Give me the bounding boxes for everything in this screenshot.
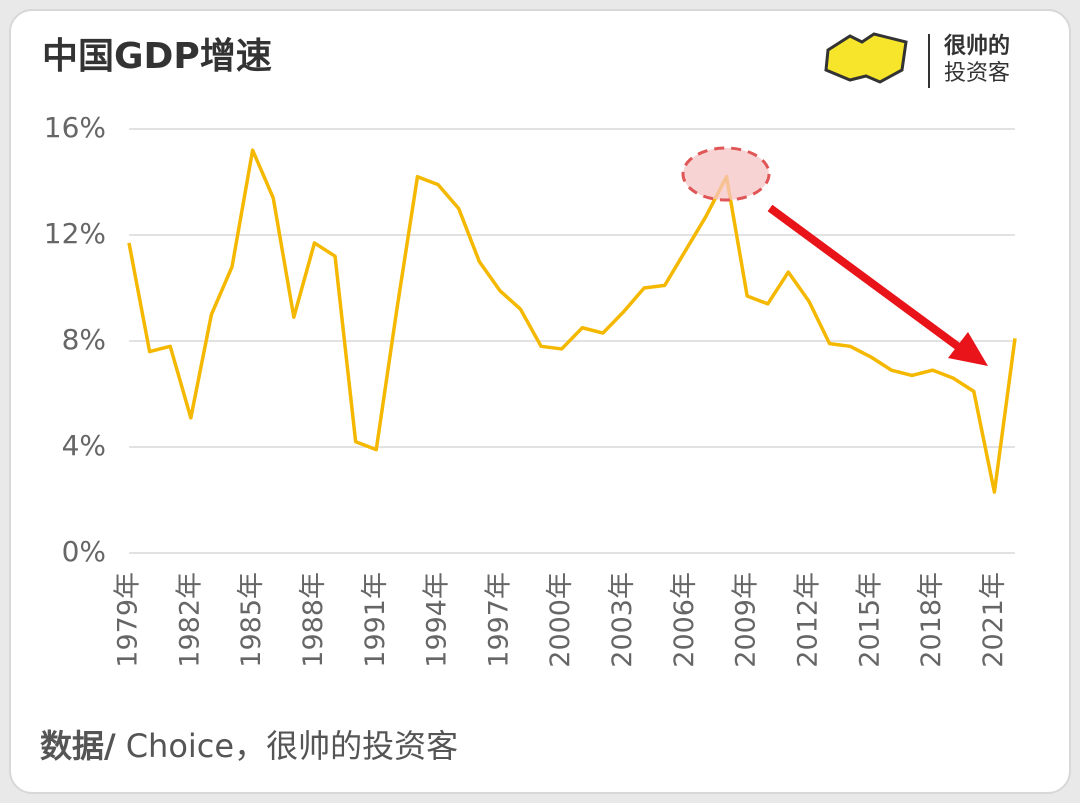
trend-arrow [767, 204, 988, 366]
chart-title: 中国GDP增速 [42, 36, 272, 77]
x-tick-label: 1994年 [422, 572, 453, 668]
x-tick-label: 2021年 [978, 572, 1009, 668]
x-tick-label: 1997年 [483, 572, 514, 668]
x-tick-label: 2018年 [916, 572, 947, 668]
brand-line: 很帅的 [944, 33, 1010, 59]
x-tick-label: 1982年 [174, 572, 205, 668]
y-tick-label: 4% [62, 429, 106, 462]
x-tick-label: 2015年 [854, 572, 885, 668]
card [9, 9, 1071, 794]
x-tick-label: 1979年 [113, 572, 144, 668]
x-tick-label: 2009年 [731, 572, 762, 668]
y-tick-label: 8% [62, 323, 106, 356]
source: 数据/Choice，很帅的投资客 [40, 727, 458, 765]
x-tick-label: 2000年 [545, 572, 576, 668]
highlight-circle [681, 146, 771, 202]
x-tick-label: 1988年 [298, 572, 329, 668]
y-tick-label: 0% [62, 535, 106, 568]
y-tick-label: 12% [44, 217, 106, 250]
x-tick-label: 2006年 [669, 572, 700, 668]
x-tick-label: 2012年 [792, 572, 823, 668]
brand-line: 投资客 [944, 61, 1010, 86]
y-tick-label: 16% [44, 111, 106, 144]
logo: 很帅的 投资客 [824, 32, 1010, 88]
x-tick-label: 2003年 [607, 572, 638, 668]
x-tick-label: 1991年 [360, 572, 391, 668]
x-tick-label: 1985年 [236, 572, 267, 668]
source-label: 数据/ [40, 727, 116, 765]
source-text: Choice，很帅的投资客 [126, 727, 458, 765]
line [127, 148, 1017, 494]
